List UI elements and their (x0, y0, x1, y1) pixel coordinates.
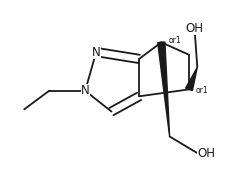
Text: N: N (81, 84, 90, 97)
Text: or1: or1 (196, 86, 208, 95)
Text: OH: OH (197, 147, 215, 160)
Text: N: N (92, 46, 101, 58)
Text: or1: or1 (168, 36, 181, 45)
Text: OH: OH (186, 22, 204, 35)
Polygon shape (186, 67, 197, 91)
Polygon shape (158, 42, 170, 136)
